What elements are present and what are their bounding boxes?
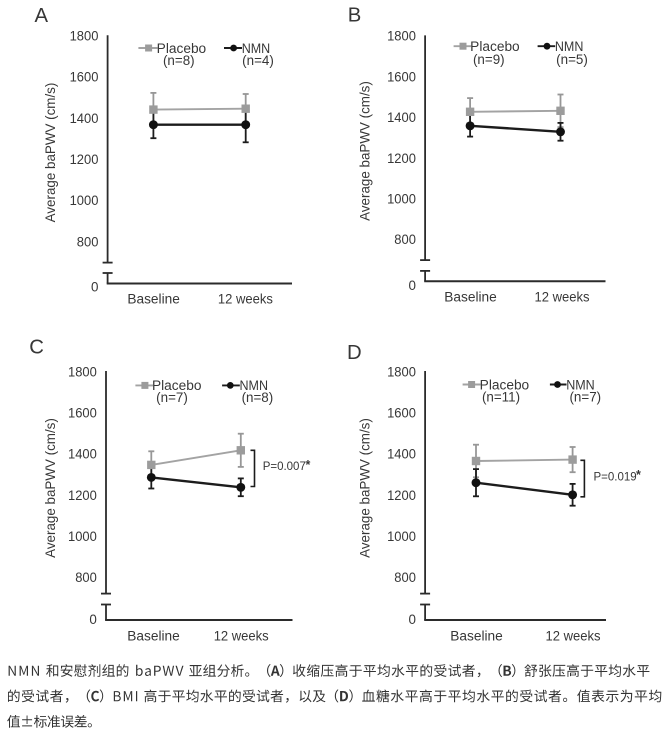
svg-text:*: * [636, 468, 641, 482]
svg-text:NMN: NMN [240, 378, 269, 393]
svg-text:P=0.019: P=0.019 [594, 471, 637, 483]
svg-text:1800: 1800 [68, 364, 97, 379]
svg-text:12 weeks: 12 weeks [218, 292, 273, 307]
svg-text:1400: 1400 [387, 110, 416, 125]
svg-text:Baseline: Baseline [444, 290, 497, 305]
svg-text:12 weeks: 12 weeks [535, 290, 590, 305]
svg-text:12 weeks: 12 weeks [546, 628, 601, 643]
svg-text:Average baPWV (cm/s): Average baPWV (cm/s) [357, 418, 372, 558]
svg-text:1200: 1200 [387, 488, 416, 503]
svg-text:1000: 1000 [70, 193, 99, 208]
svg-text:Baseline: Baseline [127, 628, 180, 643]
svg-text:Average baPWV (cm/s): Average baPWV (cm/s) [43, 418, 58, 558]
svg-text:1200: 1200 [68, 488, 97, 503]
svg-text:800: 800 [77, 234, 99, 249]
svg-text:Placebo: Placebo [470, 39, 520, 54]
svg-text:B: B [348, 5, 362, 27]
svg-text:1400: 1400 [68, 447, 97, 462]
svg-text:1800: 1800 [387, 29, 416, 44]
svg-text:(n=8): (n=8) [163, 53, 195, 68]
svg-text:0: 0 [91, 280, 98, 295]
svg-text:(n=9): (n=9) [473, 52, 505, 67]
svg-text:Placebo: Placebo [480, 377, 530, 392]
svg-text:1400: 1400 [70, 111, 99, 126]
svg-text:(n=11): (n=11) [482, 389, 520, 404]
svg-text:1000: 1000 [387, 529, 416, 544]
svg-text:NMN: NMN [242, 41, 271, 56]
svg-text:12 weeks: 12 weeks [214, 628, 269, 643]
svg-text:1800: 1800 [70, 29, 99, 44]
svg-text:0: 0 [89, 612, 96, 627]
svg-text:C: C [29, 337, 44, 359]
svg-text:Placebo: Placebo [157, 41, 207, 56]
svg-text:(n=8): (n=8) [242, 390, 274, 405]
svg-text:(n=7): (n=7) [156, 390, 188, 405]
svg-text:1000: 1000 [68, 529, 97, 544]
svg-text:800: 800 [75, 570, 97, 585]
svg-text:NMN: NMN [566, 377, 595, 392]
svg-text:A: A [35, 5, 49, 27]
svg-text:Baseline: Baseline [450, 628, 503, 643]
svg-text:800: 800 [394, 570, 416, 585]
svg-text:(n=5): (n=5) [556, 52, 588, 67]
svg-text:Average baPWV (cm/s): Average baPWV (cm/s) [43, 83, 58, 223]
svg-text:(n=4): (n=4) [242, 53, 274, 68]
svg-text:(n=7): (n=7) [569, 389, 601, 404]
svg-text:1600: 1600 [70, 70, 99, 85]
svg-text:Baseline: Baseline [127, 292, 180, 307]
svg-text:800: 800 [394, 232, 416, 247]
svg-text:1600: 1600 [387, 405, 416, 420]
svg-text:Placebo: Placebo [152, 378, 202, 393]
svg-text:1200: 1200 [387, 151, 416, 166]
svg-text:1600: 1600 [68, 405, 97, 420]
svg-text:D: D [347, 342, 362, 364]
svg-text:0: 0 [408, 612, 415, 627]
svg-text:0: 0 [408, 278, 415, 293]
svg-text:NMN: NMN [555, 39, 584, 54]
svg-text:1000: 1000 [387, 192, 416, 207]
svg-text:Average baPWV (cm/s): Average baPWV (cm/s) [357, 81, 372, 221]
svg-text:*: * [306, 458, 311, 472]
svg-text:P=0.007: P=0.007 [263, 461, 306, 473]
svg-text:1800: 1800 [387, 364, 416, 379]
svg-text:1200: 1200 [70, 152, 99, 167]
svg-text:1600: 1600 [387, 69, 416, 84]
svg-text:1400: 1400 [387, 447, 416, 462]
